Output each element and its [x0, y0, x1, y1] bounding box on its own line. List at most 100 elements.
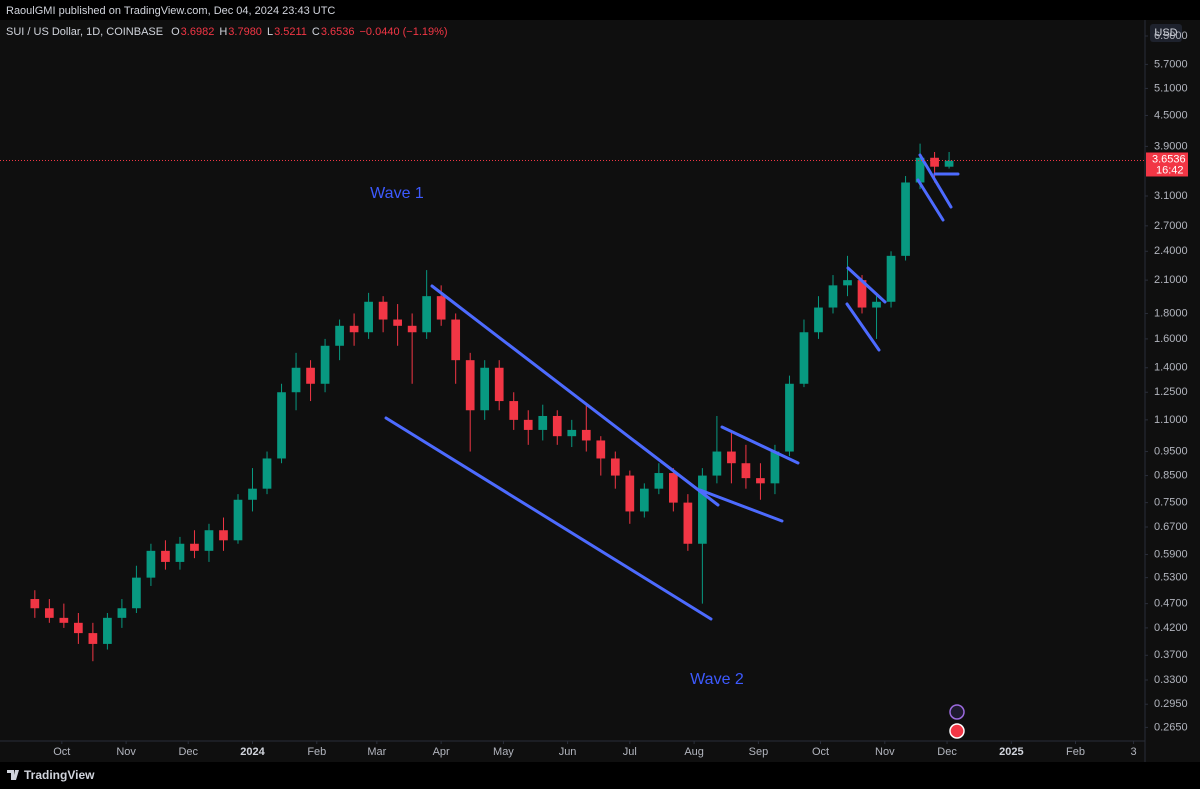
candle-body: [349, 325, 359, 333]
x-tick-label: Nov: [116, 746, 136, 758]
legend-key: L: [267, 26, 273, 38]
candle-body: [291, 367, 301, 393]
x-tick-label: Dec: [178, 746, 198, 758]
candle-body: [828, 285, 838, 308]
y-tick-label: 3.9000: [1154, 140, 1188, 152]
candle-body: [770, 451, 780, 484]
candle-body: [117, 608, 127, 618]
y-tick-label: 0.9500: [1154, 445, 1188, 457]
event-icons[interactable]: [949, 704, 965, 739]
x-tick-label: Apr: [433, 746, 450, 758]
x-tick-label: Sep: [749, 746, 769, 758]
currency-box[interactable]: [1150, 24, 1182, 42]
legend-key: C: [312, 26, 320, 38]
candle-body: [378, 301, 388, 320]
x-tick-label: Feb: [307, 746, 326, 758]
publisher-line: RaoulGMI published on TradingView.com, D…: [6, 5, 335, 17]
candle-body: [320, 345, 330, 384]
flag-lower: [698, 488, 784, 523]
y-tick-label: 5.1000: [1154, 82, 1188, 94]
candle-body: [132, 577, 141, 609]
candle-body: [886, 255, 896, 302]
symbol: SUI / US Dollar, 1D, COINBASE: [6, 26, 163, 38]
legend-value: 3.7980: [228, 26, 262, 38]
y-tick-label: 0.4200: [1154, 622, 1188, 634]
candle-body: [654, 473, 664, 489]
trend-lines: [384, 153, 960, 621]
legend-value: 3.6536: [321, 26, 355, 38]
candle-body: [146, 550, 156, 578]
candle-body: [625, 475, 635, 512]
candle-body: [915, 157, 925, 183]
candle-body: [422, 296, 432, 333]
flag-lower: [916, 178, 945, 222]
event-icon[interactable]: [949, 723, 965, 739]
candle-body: [248, 488, 257, 500]
candle-body: [552, 415, 562, 437]
y-tick-label: 1.1000: [1154, 414, 1188, 426]
candle-body: [596, 440, 606, 459]
x-tick-label: Oct: [812, 746, 829, 758]
candle-body: [523, 419, 533, 430]
x-tick-label: Nov: [875, 746, 895, 758]
candle-body: [262, 458, 272, 489]
candle-body: [639, 488, 649, 512]
legend-value: 3.5211: [274, 26, 307, 38]
channel-upper: [430, 284, 720, 507]
event-icon[interactable]: [949, 704, 965, 720]
y-tick-label: 2.7000: [1154, 220, 1188, 232]
candle-body: [494, 367, 504, 402]
y-tick-label: 6.5000: [1154, 30, 1188, 42]
flag-upper: [846, 266, 887, 304]
candle-body: [480, 367, 490, 411]
x-tick-label: Oct: [53, 746, 70, 758]
candle-body: [407, 325, 417, 333]
candle-body: [785, 383, 794, 452]
candle-body: [74, 622, 83, 634]
candle-body: [610, 458, 620, 476]
candle-body: [727, 451, 736, 464]
x-tick-label: Jun: [559, 746, 577, 758]
wave-label: Wave 2: [690, 671, 744, 688]
y-tick-label: 2.1000: [1154, 274, 1188, 286]
last-price-label: 3.6536: [1152, 153, 1186, 165]
candle-body: [335, 325, 344, 346]
y-tick-label: 0.5300: [1154, 572, 1188, 584]
candle-body: [175, 543, 185, 562]
y-tick-label: 1.6000: [1154, 333, 1188, 345]
legend-key: O: [171, 26, 180, 38]
candle-body: [669, 473, 678, 503]
y-tick-label: 0.6700: [1154, 521, 1188, 533]
flag-lower: [845, 302, 881, 352]
currency[interactable]: USD: [1154, 27, 1177, 39]
y-tick-label: 5.7000: [1154, 58, 1188, 70]
candle-body: [190, 543, 199, 551]
y-tick-label: 4.5000: [1154, 109, 1188, 121]
candle-body: [799, 332, 809, 384]
legend-change: −0.0440 (−1.19%): [360, 26, 448, 38]
logo-mark: [7, 770, 19, 780]
x-tick-label: May: [493, 746, 514, 758]
candle-body: [581, 429, 591, 441]
y-tick-label: 0.5900: [1154, 548, 1188, 560]
footer-bar: [0, 762, 1200, 789]
candle-body: [219, 530, 228, 541]
y-tick-label: 1.4000: [1154, 362, 1188, 374]
candle-body: [930, 157, 939, 167]
candle-body: [509, 401, 519, 420]
y-tick-label: 3.1000: [1154, 190, 1188, 202]
last-price-box: [1146, 152, 1188, 177]
candle-body: [756, 478, 765, 484]
x-tick-label: 2025: [999, 746, 1023, 758]
x-tick-label: Feb: [1066, 746, 1085, 758]
candle-body: [451, 319, 461, 361]
candle-body: [393, 319, 402, 326]
wave-label: Wave 1: [370, 185, 424, 202]
candle-body: [843, 280, 852, 286]
candle-body: [59, 617, 69, 623]
candle-body: [538, 415, 548, 430]
candle-body: [103, 617, 112, 644]
x-tick-label: Dec: [937, 746, 957, 758]
